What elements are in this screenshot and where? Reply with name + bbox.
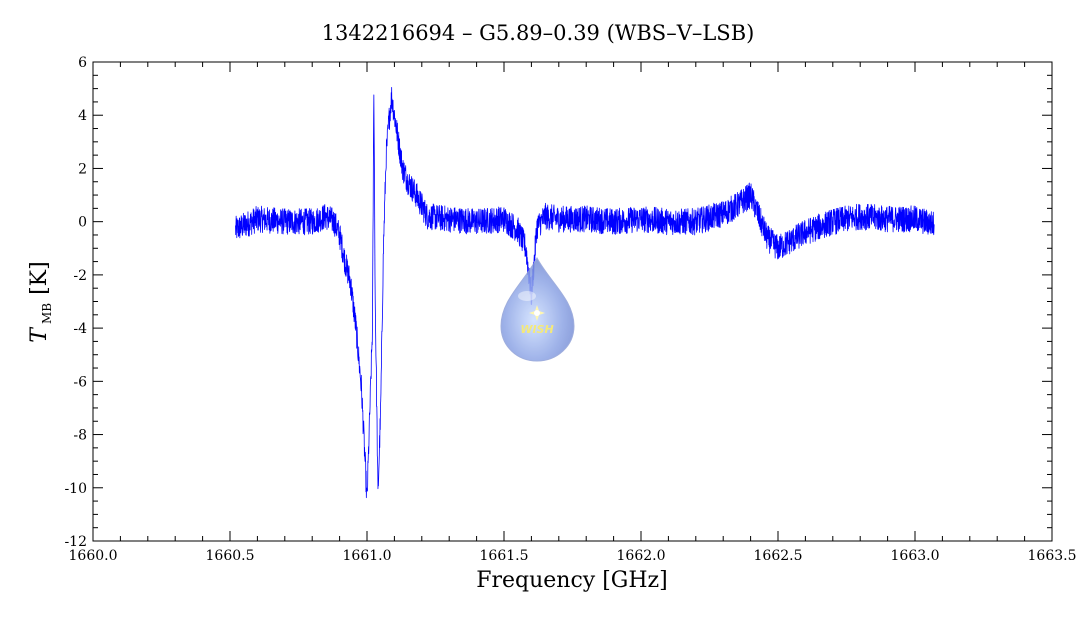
x-tick-label: 1663.0: [891, 548, 940, 564]
svg-text:T MB [K]: T MB [K]: [27, 261, 55, 342]
plot-frame: [92, 61, 1053, 542]
y-tick-label: -10: [64, 481, 87, 497]
y-axis-label: T MB [K]: [27, 261, 55, 342]
y-tick-label: -4: [73, 321, 87, 337]
y-axis-label-unit: [K]: [27, 261, 52, 295]
y-axis-label-subscript: MB: [40, 303, 54, 324]
y-tick-label: -8: [73, 428, 87, 444]
series-line-0: [235, 87, 935, 499]
wish-logo-text: WISH: [520, 323, 553, 336]
y-tick-label: -6: [73, 374, 87, 390]
x-tick-label: 1662.5: [754, 548, 803, 564]
x-tick-label: 1662.0: [617, 548, 666, 564]
axis-ticks: [92, 61, 1053, 542]
x-tick-label: 1660.0: [69, 548, 118, 564]
y-tick-label: 6: [78, 55, 87, 71]
series-group: [235, 87, 935, 499]
x-tick-label: 1661.0: [343, 548, 392, 564]
y-axis-label-main: T: [27, 326, 52, 343]
drop-highlight: [518, 291, 536, 301]
star-icon: [529, 305, 545, 321]
y-tick-label: -12: [64, 534, 87, 550]
y-tick-label: 0: [78, 215, 87, 231]
y-tick-label: -2: [73, 268, 87, 284]
chart-title: 1342216694 – G5.89–0.39 (WBS–V–LSB): [322, 21, 755, 45]
y-tick-label: 2: [78, 161, 87, 177]
x-tick-labels: 1660.0 1660.5 1661.0 1661.5 1662.0 1662.5 1663…: [69, 548, 1076, 564]
wish-logo: WISH: [500, 256, 575, 362]
x-tick-label: 1660.5: [206, 548, 255, 564]
y-tick-labels: -12 -10 -8 -6 -4 -2 0 2 4 6: [64, 55, 87, 550]
x-tick-label: 1663.5: [1028, 548, 1076, 564]
y-tick-label: 4: [78, 108, 87, 124]
x-axis-label: Frequency [GHz]: [476, 568, 668, 593]
x-tick-label: 1661.5: [480, 548, 529, 564]
